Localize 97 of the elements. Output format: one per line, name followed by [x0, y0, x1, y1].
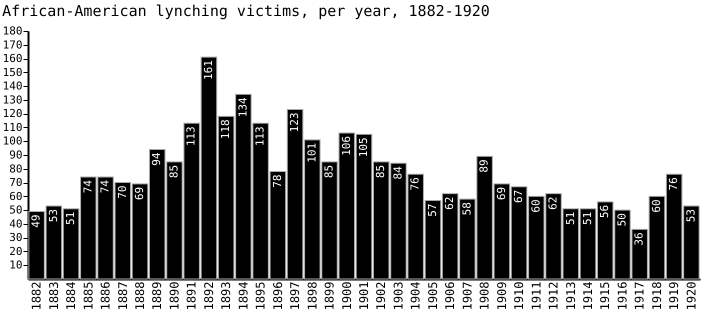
y-tick-label: 100 [2, 134, 22, 148]
x-tick-label: 1919 [667, 282, 682, 310]
data-label: 70 [116, 186, 129, 199]
data-label: 60 [650, 199, 663, 213]
x-tick-label: 1890 [167, 282, 182, 310]
data-label: 36 [632, 232, 646, 246]
y-tick-label: 30 [9, 231, 22, 244]
x-tick-label: 1913 [564, 282, 578, 310]
data-label: 134 [236, 97, 250, 118]
x-tick-label: 1910 [512, 282, 526, 310]
data-label: 113 [184, 126, 198, 146]
x-tick-label: 1882 [30, 282, 44, 310]
x-tick-label: 1903 [391, 282, 406, 310]
y-tick-label: 20 [9, 244, 22, 258]
x-tick-label: 1888 [133, 282, 147, 310]
x-tick-label: 1907 [460, 282, 474, 310]
data-label: 51 [64, 212, 78, 225]
data-label: 56 [598, 204, 612, 218]
data-label: 67 [512, 190, 526, 203]
y-tick-label: 140 [2, 80, 22, 93]
x-tick-label: 1902 [374, 282, 388, 310]
data-label: 53 [684, 208, 698, 222]
data-label: 76 [667, 177, 680, 191]
data-label: 76 [408, 177, 422, 191]
data-label: 60 [529, 199, 542, 213]
data-label: 85 [374, 164, 388, 178]
x-tick-label: 1912 [546, 282, 561, 310]
y-tick-label: 180 [2, 24, 22, 38]
data-label: 106 [340, 136, 353, 156]
data-label: 101 [305, 142, 318, 163]
data-label: 74 [98, 180, 112, 194]
y-tick-label: 60 [9, 190, 22, 203]
x-tick-label: 1909 [494, 282, 509, 310]
x-tick-label: 1916 [615, 282, 630, 310]
data-label: 118 [219, 119, 232, 140]
y-tick-label: 40 [9, 217, 22, 230]
data-label: 84 [391, 166, 404, 180]
data-label: 85 [322, 164, 336, 178]
data-label: 51 [581, 212, 594, 225]
y-tick-label: 50 [9, 204, 22, 217]
y-tick-label: 170 [2, 38, 22, 52]
y-tick-label: 150 [2, 66, 22, 79]
y-tick-label: 80 [9, 162, 22, 176]
x-tick-label: 1901 [357, 282, 371, 310]
x-tick-label: 1884 [64, 282, 78, 310]
data-label: 62 [443, 196, 456, 210]
x-tick-label: 1917 [632, 282, 647, 310]
x-tick-label: 1885 [81, 282, 96, 310]
x-tick-label: 1892 [202, 282, 216, 310]
x-tick-label: 1899 [322, 282, 337, 310]
data-label: 51 [564, 212, 577, 225]
x-tick-label: 1915 [598, 282, 612, 310]
data-label: 69 [494, 186, 508, 200]
x-tick-label: 1898 [305, 282, 320, 310]
data-label: 53 [46, 208, 60, 222]
x-tick-label: 1886 [98, 282, 113, 310]
x-tick-label: 1905 [426, 282, 440, 310]
x-tick-label: 1906 [443, 282, 458, 310]
data-label: 105 [357, 137, 370, 158]
data-label: 123 [288, 112, 302, 132]
data-label: 78 [270, 174, 284, 188]
x-tick-label: 1897 [288, 282, 302, 310]
y-tick-label: 10 [9, 258, 22, 272]
x-tick-label: 1887 [116, 282, 130, 310]
data-label: 89 [478, 159, 491, 173]
x-tick-label: 1914 [581, 282, 595, 310]
x-tick-label: 1920 [684, 282, 698, 310]
data-label: 50 [615, 213, 628, 226]
chart-title: African-American lynching victims, per year, 1882-1920 [2, 2, 490, 20]
y-tick-label: 130 [2, 93, 22, 106]
x-tick-label: 1895 [254, 282, 268, 310]
x-tick-label: 1908 [478, 282, 492, 310]
x-tick-label: 1896 [270, 282, 285, 310]
y-tick-label: 70 [9, 176, 22, 190]
data-label: 85 [167, 164, 180, 178]
x-tick-label: 1918 [650, 282, 664, 310]
y-tick-label: 110 [2, 120, 22, 134]
x-tick-label: 1894 [236, 282, 250, 310]
data-label: 113 [254, 126, 267, 146]
data-label: 57 [426, 203, 439, 217]
data-label: 62 [546, 196, 560, 210]
x-tick-label: 1891 [184, 282, 199, 310]
x-tick-label: 1883 [46, 282, 61, 310]
x-tick-label: 1900 [340, 282, 354, 310]
x-tick-label: 1911 [529, 282, 544, 310]
data-label: 94 [150, 152, 164, 166]
data-label: 74 [81, 180, 94, 194]
y-tick-label: 160 [2, 52, 22, 66]
x-tick-label: 1904 [408, 282, 423, 310]
data-label: 161 [202, 60, 215, 80]
x-tick-label: 1889 [150, 282, 164, 310]
data-label: 49 [30, 214, 43, 228]
x-tick-label: 1893 [219, 282, 234, 310]
data-label: 69 [133, 186, 146, 200]
data-label: 58 [460, 202, 474, 216]
y-tick-label: 120 [2, 107, 22, 120]
y-tick-label: 90 [9, 148, 22, 162]
